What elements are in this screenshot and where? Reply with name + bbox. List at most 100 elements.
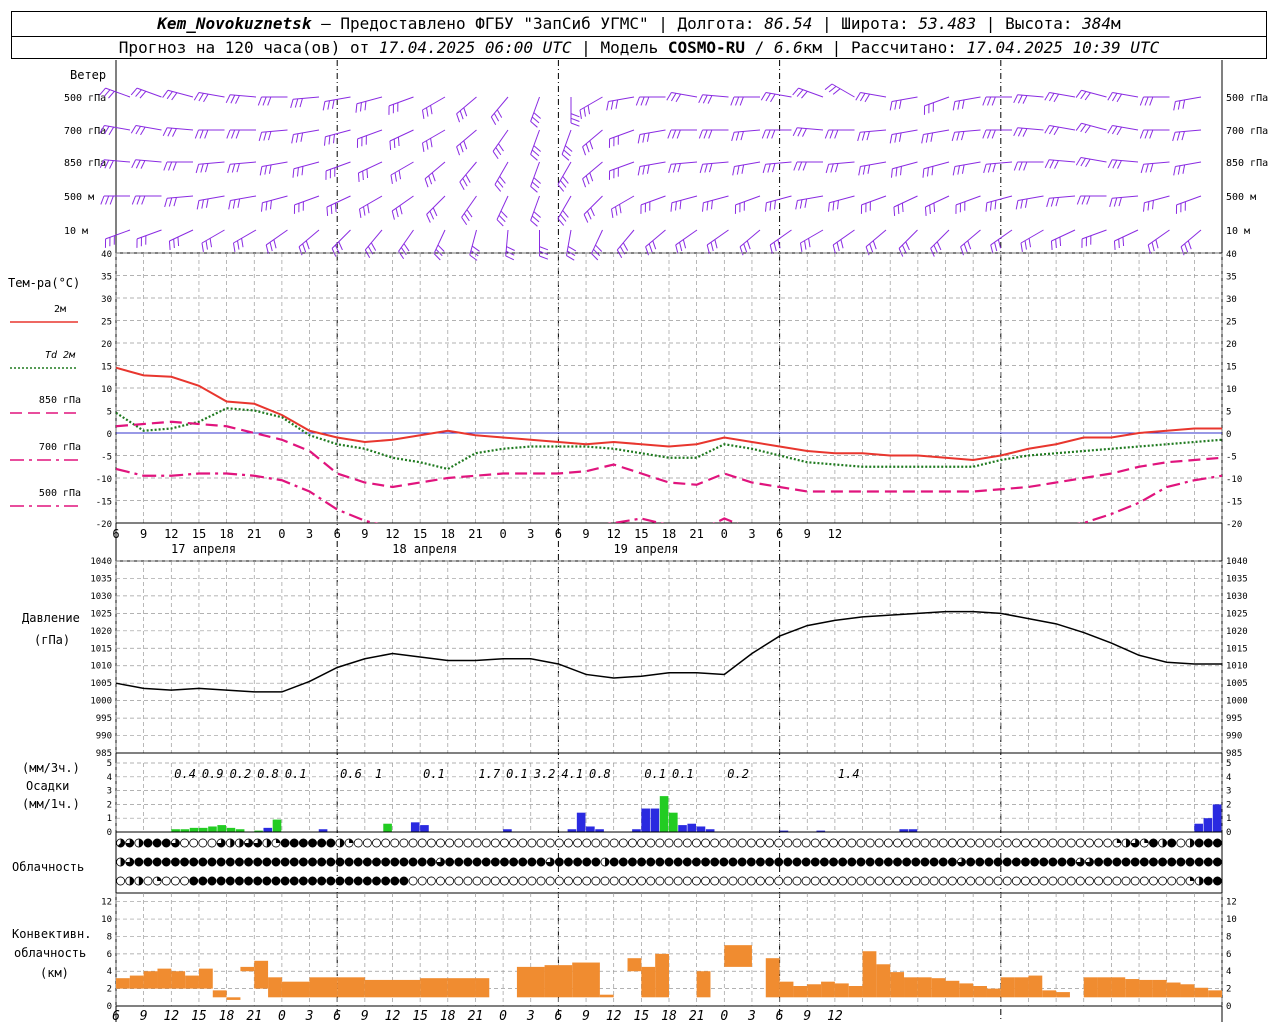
wind-barb [459, 161, 477, 191]
cloud-cover-symbol [1148, 838, 1158, 848]
wind-barb-feather [994, 242, 998, 252]
cloud-circle [280, 857, 290, 867]
cloud-cover-symbol [344, 838, 354, 848]
wind-barb [398, 229, 414, 260]
wind-barb [104, 229, 131, 248]
pressure-ylabel: (гПа) [34, 633, 70, 647]
cloud-cover-symbol [563, 838, 573, 848]
cloud-circle [911, 876, 921, 886]
wind-barb-shaft [955, 195, 981, 206]
cloud-cover-symbol [637, 857, 647, 867]
cloud-circle [1212, 876, 1222, 886]
wind-barb [388, 96, 414, 115]
wind-barb-shaft [800, 229, 824, 244]
wind-barb-feather [867, 164, 871, 174]
wind-barb [557, 161, 572, 192]
wind-barb-feather [710, 242, 714, 252]
wind-barb-feather [1054, 160, 1059, 169]
cloud-cover-symbol [783, 838, 793, 848]
wind-barb-feather [642, 165, 645, 175]
wind-barb-feather [237, 198, 241, 208]
wind-barb [358, 195, 383, 218]
cloud-cover-symbol [381, 857, 391, 867]
cloud-circle [819, 838, 829, 848]
cloud-circle [472, 876, 482, 886]
conv-cloud-bar [171, 971, 186, 989]
wind-barb-feather [533, 177, 541, 184]
wind-barb-feather [327, 100, 330, 110]
wind-barb-shaft [561, 129, 572, 155]
wind-barb-feather [829, 129, 834, 139]
wind-barb-feather [1048, 93, 1055, 102]
cloud-cover-symbol [253, 876, 263, 886]
wind-barb-feather [593, 248, 601, 257]
temp-legend-label: Td 2м [45, 350, 76, 361]
temp-tick-right: -10 [1226, 475, 1242, 485]
cloud-cover-symbol [582, 838, 592, 848]
wind-barb-feather [766, 129, 771, 139]
wind-barb [924, 195, 950, 217]
cloud-circle [755, 838, 765, 848]
cloud-circle [591, 857, 601, 867]
wind-barb [322, 96, 351, 111]
wind-barb-feather [398, 251, 405, 260]
cloud-circle [627, 838, 637, 848]
cloud-cover-symbol [856, 838, 866, 848]
wind-barb-feather [869, 243, 874, 253]
cloud-cover-symbol [271, 857, 281, 867]
precip-tick-left: 4 [107, 773, 112, 783]
bottom-hour-tick-label: 9 [140, 1009, 148, 1024]
cloud-circle [1139, 857, 1149, 867]
temp-tick-left: -20 [96, 520, 112, 530]
cloud-circle [911, 838, 921, 848]
cloud-circle [399, 838, 409, 848]
wind-barb-feather [824, 83, 833, 91]
wind-barb [1147, 229, 1170, 254]
conv-cloud-bar [821, 981, 835, 998]
wind-barb [364, 229, 383, 259]
wind-barb-shaft [388, 96, 414, 107]
wind-barb-shaft [265, 229, 288, 246]
cloud-cover-symbol [1057, 857, 1067, 867]
wind-barb-feather [200, 163, 204, 173]
conv-cloud-bar [917, 977, 932, 998]
cloud-cover-symbol [125, 876, 135, 886]
wind-barb-shaft [398, 229, 414, 252]
precip-bar [595, 829, 604, 832]
cloud-cover-symbol [765, 876, 775, 886]
pressure-tick-left: 1015 [90, 644, 112, 654]
wind-barb [130, 124, 162, 136]
wind-barb-feather [1076, 195, 1081, 205]
cloud-fill [1085, 857, 1094, 867]
wind-barb [960, 229, 981, 256]
cloud-cover-symbol [198, 857, 208, 867]
wind-barb-feather [109, 195, 114, 205]
conv-cloud-bar [447, 978, 476, 998]
cloud-cover-symbol [838, 857, 848, 867]
cloud-cover-symbol [408, 876, 418, 886]
cloud-cover-symbol [1048, 857, 1058, 867]
wind-barb-feather [559, 180, 567, 188]
cloud-cover-symbol [198, 838, 208, 848]
wind-level-label-right: 500 гПа [1226, 93, 1268, 104]
cloud-cover-symbol [646, 876, 656, 886]
wind-barb-feather [360, 102, 362, 112]
wind-barb [952, 96, 981, 111]
cloud-circle [582, 857, 592, 867]
cloud-circle [765, 838, 775, 848]
cloud-circle [207, 838, 217, 848]
cloud-circle [920, 838, 930, 848]
cloud-cover-symbol [966, 857, 976, 867]
wind-barb-feather [326, 206, 329, 217]
cloud-cover-symbol [856, 876, 866, 886]
cloud-cover-symbol [362, 876, 372, 886]
cloud-circle [1011, 838, 1021, 848]
cloud-fill [239, 838, 244, 848]
cloud-circle [490, 876, 500, 886]
cloud-cover-symbol [728, 838, 738, 848]
wind-barb-feather [399, 205, 403, 215]
wind-barb-feather [263, 131, 267, 141]
wind-barb-feather [331, 248, 337, 257]
cloud-cover-symbol [509, 857, 519, 867]
bottom-hour-tick-label: 0 [278, 1009, 286, 1024]
